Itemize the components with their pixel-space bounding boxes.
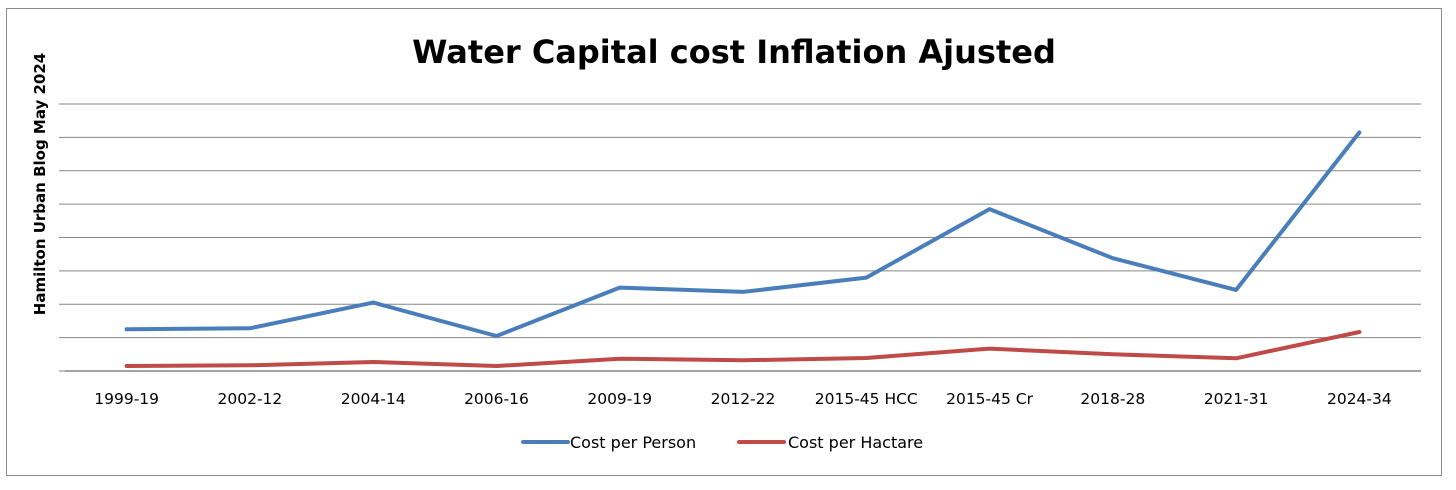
x-tick-label: 2021-31	[1204, 390, 1269, 408]
x-tick-label: 2004-14	[341, 390, 406, 408]
series-line-cost-per-person	[124, 130, 1362, 338]
x-axis-ticks: 1999-19 2002-12 2004-14 2006-16 2009-19 2012-…	[94, 390, 1391, 408]
y-axis-label: Hamilton Urban Blog May 2024	[31, 53, 49, 315]
x-tick-label: 2018-28	[1080, 390, 1145, 408]
series-line-cost-per-hactare	[124, 330, 1362, 368]
chart-title: Water Capital cost Inflation Ajusted	[412, 33, 1056, 71]
legend: Cost per Person Cost per Hactare	[521, 433, 923, 452]
line-chart: Water Capital cost Inflation Ajusted Ham…	[31, 33, 1421, 452]
x-tick-label: 2009-19	[587, 390, 652, 408]
chart-frame: Water Capital cost Inflation Ajusted Ham…	[6, 8, 1442, 476]
x-tick-label: 2024-34	[1327, 390, 1392, 408]
gridlines	[59, 103, 1421, 372]
legend-label: Cost per Person	[570, 433, 696, 452]
x-tick-label: 1999-19	[94, 390, 159, 408]
x-tick-label: 2015-45 HCC	[815, 390, 918, 408]
x-tick-label: 2002-12	[218, 390, 283, 408]
series-lines	[124, 130, 1362, 368]
legend-label: Cost per Hactare	[788, 433, 923, 452]
x-tick-label: 2015-45 Cr	[946, 390, 1034, 408]
x-tick-label: 2006-16	[464, 390, 529, 408]
x-tick-label: 2012-22	[711, 390, 776, 408]
